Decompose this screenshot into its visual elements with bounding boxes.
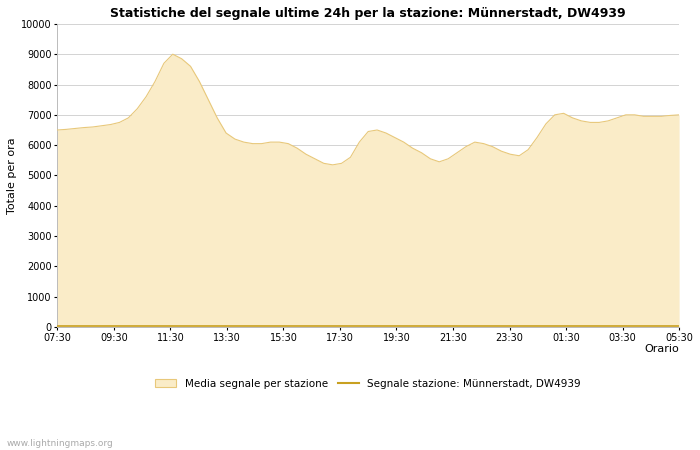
Y-axis label: Totale per ora: Totale per ora [7, 137, 17, 214]
Legend: Media segnale per stazione, Segnale stazione: Münnerstadt, DW4939: Media segnale per stazione, Segnale staz… [155, 378, 581, 388]
Title: Statistiche del segnale ultime 24h per la stazione: Münnerstadt, DW4939: Statistiche del segnale ultime 24h per l… [111, 7, 626, 20]
X-axis label: Orario: Orario [645, 344, 679, 354]
Text: www.lightningmaps.org: www.lightningmaps.org [7, 439, 113, 448]
